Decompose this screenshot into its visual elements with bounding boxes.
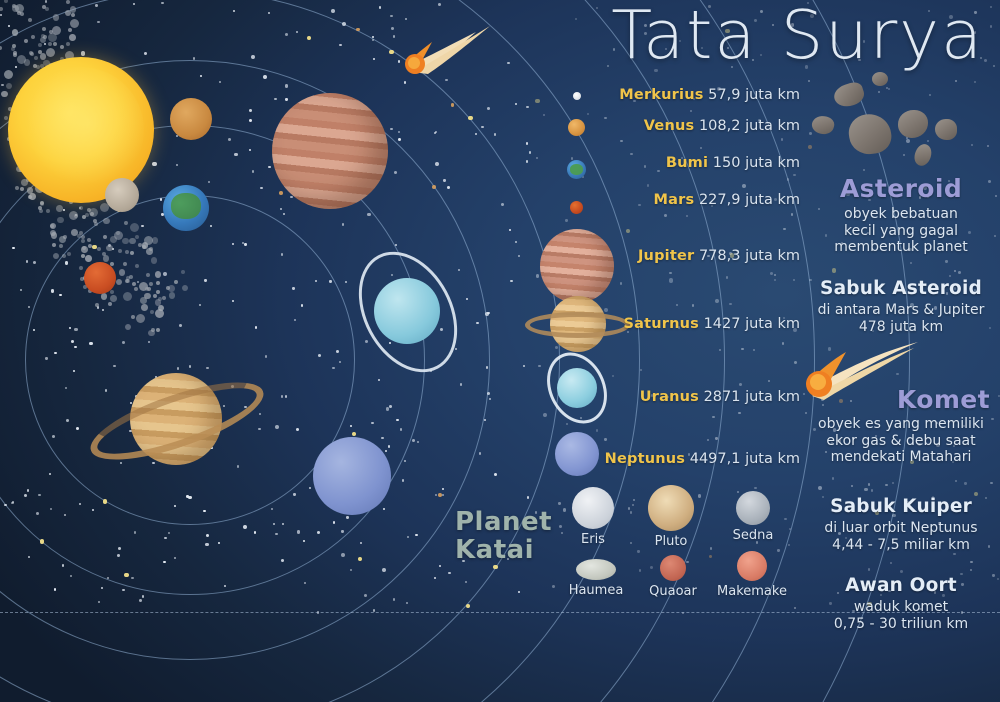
kuiper-belt-description: di luar orbit Neptunus 4,44 - 7,5 miliar… <box>806 520 996 553</box>
page-title: Tata Surya <box>611 0 984 74</box>
asteroid-cluster-graphic <box>810 72 1000 172</box>
planet-label-saturnus: Saturnus 1427 juta km <box>623 316 800 332</box>
map-planet-mercury <box>105 178 139 212</box>
dwarf-item-sedna: Sedna <box>720 491 786 543</box>
asteroid-rock <box>872 72 888 86</box>
komet-description: obyek es yang memiliki ekor gas & debu s… <box>806 416 996 466</box>
planet-label-jupiter: Jupiter 778,3 juta km <box>637 248 800 264</box>
oort-line2: 0,75 - 30 triliun km <box>833 615 969 632</box>
planet-label-bumi: Bumi 150 juta km <box>665 155 800 171</box>
map-planet-mars <box>84 262 116 294</box>
komet-desc-line2: ekor gas & debu saat <box>826 432 976 449</box>
comet-graphic-map <box>404 20 524 78</box>
kuiper-line1: di luar orbit Neptunus <box>824 520 978 537</box>
planet-glyph-neptunus <box>555 432 599 476</box>
dwarf-ball-makemake <box>737 551 767 581</box>
dwarf-label-makemake: Makemake <box>717 584 787 599</box>
dwarf-ball-pluto <box>648 485 694 531</box>
planet-glyph-venus <box>568 119 585 136</box>
asteroid-rock <box>898 110 928 138</box>
planet-ring-saturnus <box>525 312 630 338</box>
dwarf-ball-quaoar <box>660 555 686 581</box>
dwarf-heading-line2: Katai <box>455 535 535 566</box>
planet-glyph-merkurius <box>573 92 581 100</box>
map-planet-venus <box>170 98 212 140</box>
kuiper-line2: 4,44 - 7,5 miliar km <box>832 536 970 553</box>
asteroid-belt-line1: di antara Mars & Jupiter <box>817 302 985 319</box>
planet-label-mars: Mars 227,9 juta km <box>653 192 800 208</box>
footer: LANGITSELATAN • ASTRO.ID • langitselatan <box>0 613 1000 702</box>
asteroid-belt-heading: Sabuk Asteroid <box>820 277 982 299</box>
komet-heading: Komet <box>896 385 990 415</box>
planet-label-uranus: Uranus 2871 juta km <box>639 389 800 405</box>
dwarf-label-pluto: Pluto <box>654 534 688 549</box>
dwarf-planets-grid: Eris Pluto Sedna Haumea Quaoar Makemake <box>560 485 800 607</box>
right-info-column: Asteroid obyek bebatuan kecil yang gagal… <box>806 88 996 632</box>
oort-cloud-description: waduk komet 0,75 - 30 triliun km <box>806 599 996 632</box>
dwarf-planets-heading: Planet Katai <box>455 508 555 564</box>
asteroid-desc-line2: kecil yang gagal <box>843 222 959 239</box>
asteroid-heading: Asteroid <box>839 174 963 203</box>
asteroid-description: obyek bebatuan kecil yang gagal membentu… <box>806 206 996 256</box>
asteroid-desc-line3: membentuk planet <box>834 239 968 256</box>
planet-label-venus: Venus 108,2 juta km <box>643 118 800 134</box>
planet-glyph-mars <box>570 201 583 214</box>
komet-desc-line1: obyek es yang memiliki <box>818 416 984 433</box>
footer-divider <box>0 612 1000 613</box>
planet-glyph-uranus <box>557 368 597 408</box>
kuiper-belt-heading: Sabuk Kuiper <box>830 495 972 517</box>
map-planet-saturn <box>130 373 222 465</box>
asteroid-belt-description: di antara Mars & Jupiter 478 juta km <box>806 302 996 335</box>
dwarf-ball-haumea <box>576 559 616 580</box>
oort-line1: waduk komet <box>853 599 949 616</box>
dwarf-ball-sedna <box>736 491 770 525</box>
planet-glyph-jupiter <box>540 229 614 303</box>
komet-desc-line3: mendekati Matahari <box>830 449 972 466</box>
planet-label-merkurius: Merkurius 57,9 juta km <box>619 87 800 103</box>
map-earth-land <box>171 193 201 219</box>
orbit-rings <box>0 0 910 702</box>
map-planet-jupiter <box>272 93 388 209</box>
dwarf-item-haumea: Haumea <box>560 559 632 598</box>
map-planet-neptune <box>313 437 391 515</box>
oort-cloud-heading: Awan Oort <box>845 575 957 597</box>
asteroid-belt-line2: 478 juta km <box>858 318 944 335</box>
asteroid-rock <box>935 119 957 140</box>
dwarf-item-eris: Eris <box>560 487 626 547</box>
dwarf-label-eris: Eris <box>581 532 605 547</box>
dwarf-item-makemake: Makemake <box>712 551 792 599</box>
dwarf-item-quaoar: Quaoar <box>640 555 706 599</box>
asteroid-desc-line1: obyek bebatuan <box>844 206 958 223</box>
comet-icon <box>806 340 924 404</box>
dwarf-item-pluto: Pluto <box>638 485 704 549</box>
map-planet-uranus <box>374 278 440 344</box>
dwarf-label-sedna: Sedna <box>732 528 774 543</box>
dwarf-heading-line1: Planet <box>455 507 553 537</box>
dwarf-label-haumea: Haumea <box>568 583 624 598</box>
dwarf-label-quaoar: Quaoar <box>649 584 697 599</box>
planet-glyph-bumi-land <box>570 164 583 175</box>
sun-graphic <box>8 57 154 203</box>
planet-label-neptunus: Neptunus 4497,1 juta km <box>604 451 800 467</box>
dwarf-ball-eris <box>572 487 614 529</box>
